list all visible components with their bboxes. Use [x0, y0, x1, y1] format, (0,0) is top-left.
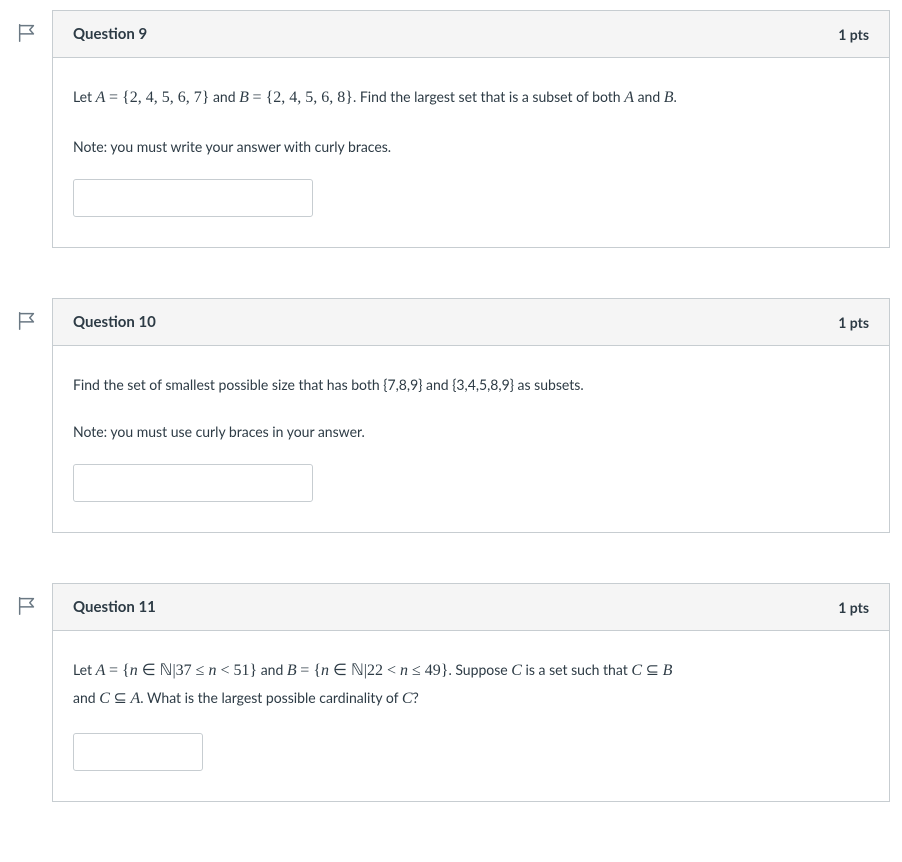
question-points: 1 pts [838, 599, 869, 616]
question-text: Let A = {2, 4, 5, 6, 7} and B = {2, 4, 5… [73, 86, 869, 157]
question-block: Question 11 1 pts Let A = {n ∈ ℕ|37 ≤ n … [12, 583, 890, 802]
question-header: Question 9 1 pts [53, 11, 889, 58]
question-title: Question 9 [73, 25, 147, 43]
question-body: Find the set of smallest possible size t… [53, 346, 889, 532]
question-title: Question 10 [73, 313, 156, 331]
question-block: Question 9 1 pts Let A = {2, 4, 5, 6, 7}… [12, 10, 890, 248]
answer-input[interactable] [73, 464, 313, 502]
question-header: Question 10 1 pts [53, 299, 889, 346]
question-title: Question 11 [73, 598, 156, 616]
question-body: Let A = {n ∈ ℕ|37 ≤ n < 51} and B = {n ∈… [53, 631, 889, 801]
answer-input[interactable] [73, 179, 313, 217]
question-header: Question 11 1 pts [53, 584, 889, 631]
answer-input[interactable] [73, 733, 203, 771]
flag-icon[interactable] [12, 20, 42, 50]
question-card: Question 10 1 pts Find the set of smalle… [52, 298, 890, 533]
question-body: Let A = {2, 4, 5, 6, 7} and B = {2, 4, 5… [53, 58, 889, 247]
question-card: Question 9 1 pts Let A = {2, 4, 5, 6, 7}… [52, 10, 890, 248]
question-points: 1 pts [838, 314, 869, 331]
flag-icon[interactable] [12, 593, 42, 623]
question-text: Let A = {n ∈ ℕ|37 ≤ n < 51} and B = {n ∈… [73, 659, 869, 711]
question-text: Find the set of smallest possible size t… [73, 374, 869, 442]
question-card: Question 11 1 pts Let A = {n ∈ ℕ|37 ≤ n … [52, 583, 890, 802]
question-points: 1 pts [838, 26, 869, 43]
flag-icon[interactable] [12, 308, 42, 338]
question-block: Question 10 1 pts Find the set of smalle… [12, 298, 890, 533]
